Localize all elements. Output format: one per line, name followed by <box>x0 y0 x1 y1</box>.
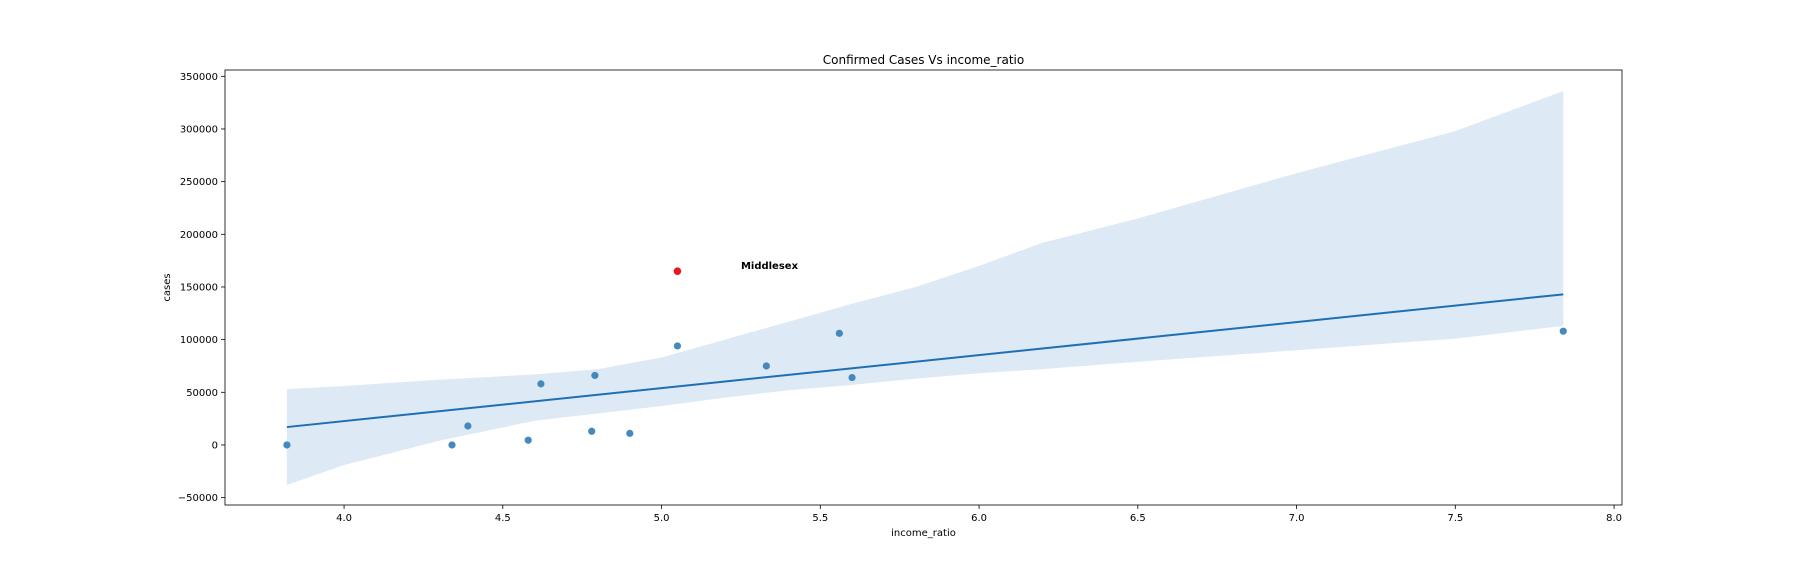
confidence-band <box>286 91 1564 485</box>
x-tick-label: 7.0 <box>1289 513 1305 524</box>
highlight-layer: Middlesex <box>673 261 799 275</box>
y-axis-label: cases <box>162 273 173 301</box>
y-tick-label: 200000 <box>180 230 218 241</box>
x-axis-label: income_ratio <box>891 528 956 539</box>
x-axis-ticks: 4.0 4.5 5.0 5.5 6.0 6.5 7.0 7.5 8.0 <box>336 505 1622 524</box>
highlight-point <box>673 267 682 275</box>
data-point <box>1559 327 1567 335</box>
y-axis-ticks: −50000 0 50000 100000 150000 200000 250000 3000… <box>178 72 225 504</box>
data-point <box>448 441 456 449</box>
x-tick-label: 6.0 <box>971 513 987 524</box>
y-tick-label: 350000 <box>180 72 218 83</box>
y-tick-label: 250000 <box>180 177 218 188</box>
x-tick-label: 4.5 <box>495 513 511 524</box>
regression-line-layer <box>286 293 1564 429</box>
chart-title: Confirmed Cases Vs income_ratio <box>823 53 1024 67</box>
x-tick-label: 5.5 <box>812 513 828 524</box>
data-point <box>835 329 843 337</box>
data-point <box>464 422 472 430</box>
confidence-band-layer <box>286 91 1564 485</box>
data-point <box>848 373 856 382</box>
y-tick-label: 0 <box>212 440 218 451</box>
y-tick-label: 150000 <box>180 282 218 293</box>
data-point <box>626 429 634 437</box>
data-point <box>588 427 596 435</box>
y-tick-label: 50000 <box>186 388 218 399</box>
data-point <box>762 362 770 370</box>
data-point <box>591 371 599 380</box>
x-tick-label: 6.5 <box>1130 513 1146 524</box>
x-tick-label: 8.0 <box>1606 513 1622 524</box>
data-point <box>673 342 682 350</box>
x-tick-label: 4.0 <box>336 513 352 524</box>
x-tick-label: 5.0 <box>654 513 670 524</box>
y-tick-label: −50000 <box>178 493 218 504</box>
data-point <box>283 441 291 449</box>
highlight-label: Middlesex <box>741 261 799 272</box>
x-tick-label: 7.5 <box>1447 513 1463 524</box>
y-tick-label: 300000 <box>180 124 218 135</box>
plot-area-frame <box>224 69 1623 506</box>
data-points-layer <box>283 327 1567 449</box>
data-point <box>524 436 532 444</box>
data-point <box>537 380 545 388</box>
y-tick-label: 100000 <box>180 335 218 346</box>
regression-line <box>286 293 1564 429</box>
